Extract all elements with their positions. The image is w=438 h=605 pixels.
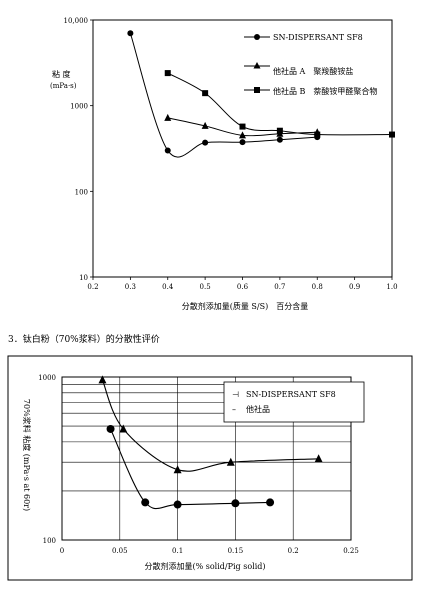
chart-2-point-s1 [173,500,182,509]
chart-1-point-s0 [239,139,246,146]
chart-1-x-tick-label: 0.4 [162,283,174,291]
chart-1-point-s2 [276,127,283,134]
legend-label-other-2: 他社品 [246,404,270,414]
legend-label-sf8: SN-DISPERSANT SF8 [273,33,363,42]
chart-1: 0.2 0.3 0.4 0.5 0.6 0.7 0.8 0.9 1.0 10,000 1000 10… [50,17,398,311]
chart-2-xlabel: 分散剂添加量(% solid/Pig solid) [144,561,265,571]
chart-1-point-s2 [389,131,395,138]
chart-2-x-tick-label: 0.2 [288,547,299,555]
chart-2-y-tick-label: 100 [43,537,56,545]
chart-2-x-tick-label: 0.15 [228,547,244,555]
chart-1-y-tick-label: 10,000 [64,17,89,25]
legend-marker-sf8 [254,34,260,40]
chart-2-point-s1 [106,424,115,433]
chart-1-x-tick-label: 0.2 [87,283,98,291]
chart-2-ylabel: 70%浆料 粘度 (mPa·s at 60r) [22,399,32,511]
chart-1-point-s2 [314,131,321,138]
chart-1-y-tick-label: 10 [79,274,88,282]
chart-2-point-s1 [231,499,240,508]
chart-2-legend: ⊣ SN-DISPERSANT SF8 – 他社品 [223,381,365,423]
chart-1-ylabel-line-1: 粘 度 [52,69,71,79]
chart-1-y-tick-label: 100 [75,188,88,196]
chart-1-x-tick-label: 0.9 [349,283,360,291]
chart-1-x-tick-label: 0.3 [125,283,136,291]
legend-marker-b [254,87,260,93]
chart-1-point-s0 [127,30,134,37]
chart-2-legend-box [223,381,365,423]
chart-2-y-tick-label: 1000 [38,374,56,382]
legend-label-a: 他社品 A 聚羧酸铵盐 [273,66,353,76]
chart-2-point-s0 [173,465,182,474]
chart-1-point-s1 [201,121,209,129]
chart-1-point-s0 [164,147,171,154]
chart-2-x-tick-label: 0.05 [112,547,128,555]
section-heading: 3．钛白粉（70%浆料）的分散性评价 [8,333,160,345]
chart-1-point-s0 [202,139,209,146]
chart-1-x-tick-label: 1.0 [386,283,397,291]
chart-2: 0 0.05 0.1 0.15 0.2 0.25 1000 100 70%浆料 粘度 (mP… [7,355,413,581]
chart-2-point-s0 [98,375,107,384]
chart-1-point-s1 [164,113,172,121]
chart-2-x-tick-label: 0 [60,547,64,555]
chart-1-point-s1 [239,131,246,139]
chart-1-x-tick-label: 0.5 [200,283,211,291]
chart-1-xlabel: 分散剂添加量(质量 S/S) 百分含量 [182,301,308,311]
chart-1-point-s2 [239,123,246,130]
chart-1-x-tick-label: 0.8 [312,283,323,291]
chart-2-point-s1 [266,498,275,507]
chart-1-point-s2 [202,90,209,97]
chart-2-outer-frame [7,355,413,581]
chart-1-ylabel-line-2: (mPa·s) [50,82,77,90]
legend-label-b: 他社品 B 萘酸铵甲醛聚合物 [273,86,377,96]
chart-2-x-tick-label: 0.25 [343,547,359,555]
chart-1-point-s0 [276,136,283,143]
chart-1-x-tick-label: 0.6 [237,283,249,291]
legend-marker-a [253,62,261,69]
chart-2-point-s1 [141,498,150,507]
chart-2-x-tick-label: 0.1 [172,547,183,555]
chart-1-legend: SN-DISPERSANT SF8 他社品 A 聚羧酸铵盐 他社品 B 萘酸铵甲… [244,33,377,96]
chart-2-point-s0 [314,454,323,463]
legend-label-sf8-2: SN-DISPERSANT SF8 [246,390,336,399]
chart-1-x-tick-label: 0.7 [274,283,285,291]
chart-1-y-tick-label: 1000 [70,103,88,111]
legend-marker-other-2: – [232,405,236,414]
chart-2-plot-frame [61,376,352,541]
chart-2-point-s0 [119,424,128,433]
legend-marker-sf8-2: ⊣ [232,390,239,399]
chart-2-point-s0 [226,457,235,466]
chart-1-point-s2 [164,70,171,77]
